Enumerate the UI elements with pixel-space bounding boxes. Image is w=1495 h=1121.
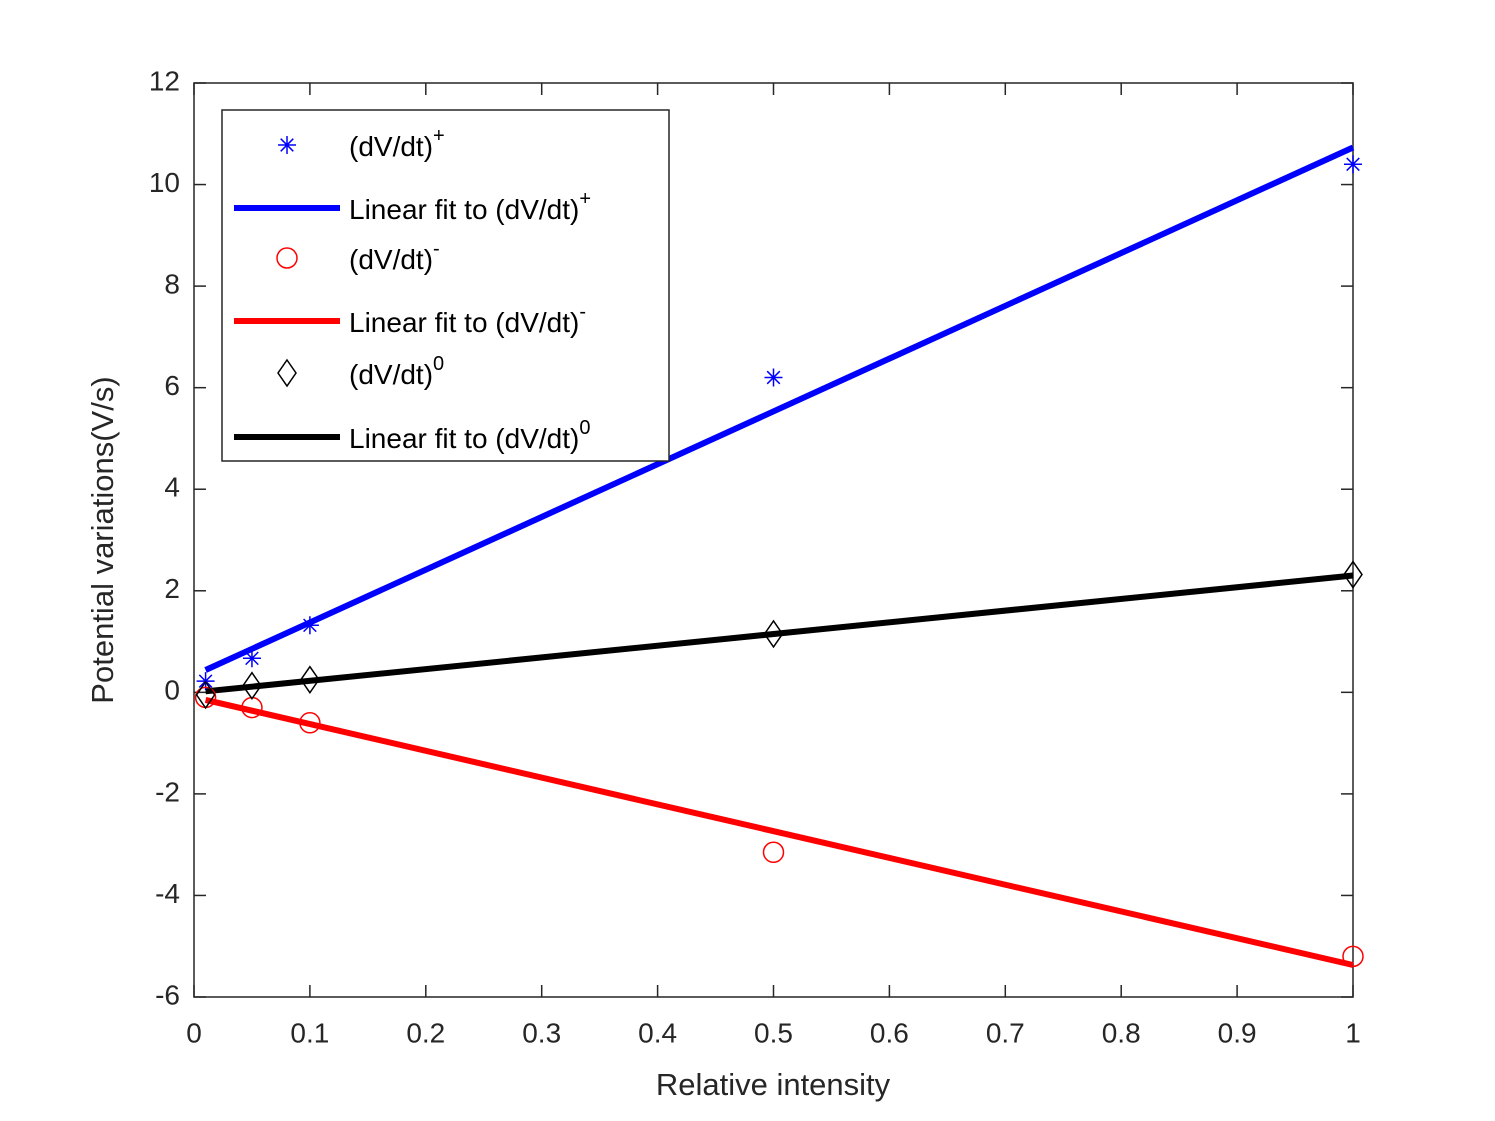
fit-line — [204, 697, 1354, 968]
y-tick-label: 2 — [164, 573, 180, 604]
x-tick-label: 0.1 — [290, 1017, 329, 1048]
legend-label: Linear fit to (dV/dt)0 — [349, 417, 590, 454]
legend-sup: - — [433, 238, 440, 260]
y-tick-label: 8 — [164, 269, 180, 300]
legend-sup: 0 — [433, 353, 444, 375]
x-tick-label: 0.9 — [1218, 1017, 1257, 1048]
legend-text: Linear fit to (dV/dt) — [349, 423, 579, 454]
y-tick-label: 4 — [164, 472, 180, 503]
x-axis-label: Relative intensity — [656, 1067, 891, 1102]
fit-line — [204, 144, 1355, 673]
marker-diamond — [299, 665, 320, 694]
x-tick-label: 0.8 — [1102, 1017, 1141, 1048]
legend-label: Linear fit to (dV/dt)- — [349, 301, 586, 338]
marker-circle — [299, 712, 321, 734]
x-tick-label: 0 — [186, 1017, 202, 1048]
marker-circle — [276, 247, 298, 269]
legend-text: (dV/dt) — [349, 359, 433, 390]
marker-diamond — [195, 680, 216, 710]
legend-text: Linear fit to (dV/dt) — [349, 194, 579, 225]
y-axis-label: Potential variations(V/s) — [85, 376, 120, 703]
x-tick-label: 0.3 — [522, 1017, 561, 1048]
legend-box — [221, 109, 670, 462]
legend: (dV/dt)+Linear fit to (dV/dt)+(dV/dt)-Li… — [221, 109, 670, 462]
marker-star — [300, 616, 319, 635]
marker-star — [764, 368, 783, 387]
y-tick-label: -4 — [155, 878, 180, 909]
legend-sup: - — [579, 301, 586, 323]
y-tick-label: 0 — [164, 675, 180, 706]
y-tick-label: 6 — [164, 370, 180, 401]
marker-star — [1344, 155, 1362, 174]
legend-label: (dV/dt)- — [349, 238, 440, 275]
marker-diamond — [277, 358, 297, 388]
x-tick-label: 0.4 — [638, 1017, 677, 1048]
marker-circle — [1342, 945, 1364, 968]
legend-text: (dV/dt) — [349, 131, 433, 162]
x-tick-label: 0.2 — [406, 1017, 445, 1048]
marker-diamond — [1343, 560, 1363, 589]
legend-label: (dV/dt)0 — [349, 353, 444, 390]
legend-label: Linear fit to (dV/dt)+ — [349, 188, 591, 225]
legend-sup: + — [433, 125, 445, 147]
marker-star — [278, 136, 296, 154]
legend-text: Linear fit to (dV/dt) — [349, 307, 579, 338]
y-tick-label: -6 — [155, 979, 180, 1010]
x-tick-label: 1 — [1345, 1017, 1361, 1048]
y-tick-label: 12 — [149, 65, 180, 96]
marker-diamond — [763, 619, 784, 649]
y-tick-label: -2 — [155, 776, 180, 807]
legend-sup: + — [579, 188, 591, 210]
marker-circle — [762, 841, 785, 864]
fit-line — [205, 572, 1354, 695]
x-tick-label: 0.7 — [986, 1017, 1025, 1048]
y-tick-label: 10 — [149, 167, 180, 198]
legend-text: (dV/dt) — [349, 244, 433, 275]
marker-star — [242, 649, 261, 668]
x-tick-label: 0.6 — [870, 1017, 909, 1048]
marker-diamond — [242, 671, 262, 701]
legend-label: (dV/dt)+ — [349, 125, 445, 162]
x-tick-label: 0.5 — [754, 1017, 793, 1048]
legend-sup: 0 — [579, 417, 590, 439]
